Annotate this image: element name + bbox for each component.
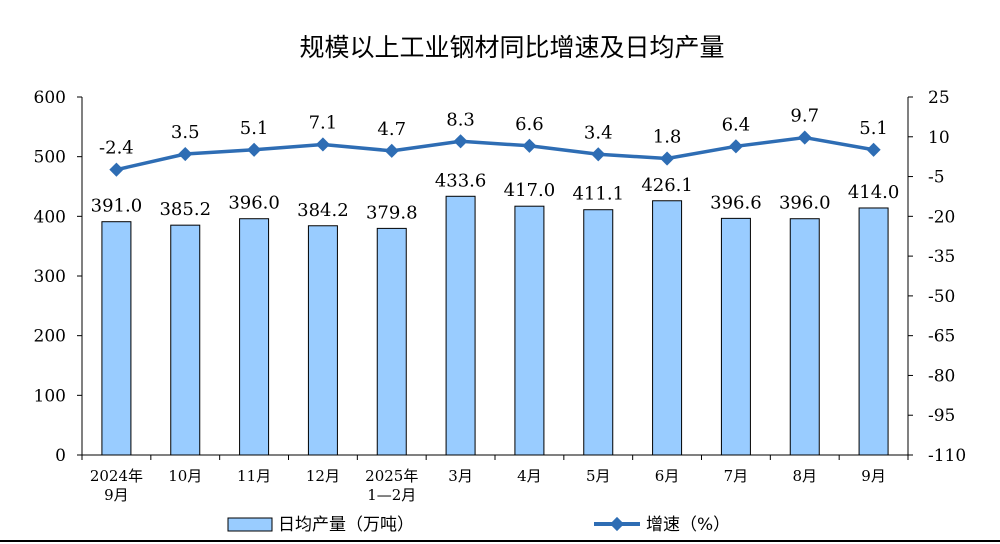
bar-value-labels: 391.0 385.2 396.0 384.2 379.8 433.6 417.0 411.1…	[91, 170, 900, 223]
bar	[720, 217, 751, 456]
right-axis-tick-label: -110	[928, 446, 966, 466]
line-series	[109, 130, 881, 177]
line-point	[247, 142, 262, 157]
category-label: 2025年	[365, 467, 418, 485]
line-point	[384, 143, 399, 158]
bar-value-label: 414.0	[848, 182, 900, 203]
line-point	[728, 139, 743, 154]
line-point	[660, 151, 675, 166]
bar-value-label: 426.1	[641, 175, 693, 196]
line-point	[591, 147, 606, 162]
chart-title: 规模以上工业钢材同比增速及日均产量	[299, 33, 724, 62]
axes: 0 100 200 300 400 500 600 -110 -95 -80 -65 -50 -35 -2…	[34, 88, 967, 466]
bar-value-label: 384.2	[297, 200, 349, 221]
line-value-label: 6.4	[722, 114, 751, 135]
line-point	[178, 146, 193, 162]
line-value-label: 5.1	[859, 118, 888, 139]
line-point	[109, 162, 124, 177]
category-label: 6月	[655, 467, 680, 485]
bar	[101, 221, 132, 456]
category-label: 12月	[306, 467, 340, 485]
growth-line	[116, 135, 874, 172]
right-axis-tick-label: -20	[928, 207, 955, 227]
bar-series	[101, 195, 889, 456]
bar	[514, 205, 545, 456]
line-point	[797, 130, 812, 145]
legend: 日均产量（万吨） 增速（%）	[227, 515, 730, 535]
category-label: 10月	[168, 467, 202, 485]
bar-value-label: 396.0	[228, 193, 280, 214]
legend-line-label: 增速（%）	[646, 515, 730, 535]
right-axis-tick-label: 25	[928, 88, 950, 108]
category-label: 3月	[448, 467, 473, 485]
category-label: 9月	[104, 486, 129, 504]
line-value-label: 3.4	[584, 122, 613, 143]
line-point	[866, 142, 881, 157]
line-value-label: 3.5	[171, 122, 200, 143]
bar	[583, 209, 614, 456]
line-value-label: 7.1	[309, 112, 338, 133]
category-label: 5月	[586, 467, 611, 485]
bar	[652, 200, 683, 456]
bar	[858, 207, 889, 456]
line-value-label: 1.8	[653, 127, 682, 148]
bar-value-label: 396.6	[710, 192, 762, 213]
left-axis-tick-label: 300	[34, 267, 66, 287]
line-value-label: 8.3	[446, 109, 475, 130]
left-axis-tick-label: 200	[34, 327, 66, 347]
bar-value-label: 417.0	[504, 180, 556, 201]
bar-value-label: 433.6	[435, 170, 487, 191]
line-value-label: 9.7	[790, 106, 819, 127]
right-axis-tick-label: -35	[928, 247, 955, 267]
legend-line-marker	[609, 516, 625, 532]
left-axis-tick-label: 600	[34, 88, 66, 108]
bar	[445, 195, 476, 456]
bar	[376, 227, 407, 456]
category-label: 9月	[861, 467, 886, 485]
bar	[170, 224, 201, 456]
right-axis-tick-label: -50	[928, 287, 955, 307]
bar	[789, 218, 820, 456]
legend-bar-swatch	[227, 517, 273, 532]
line-value-label: 6.6	[515, 114, 544, 135]
category-label: 7月	[724, 467, 749, 485]
bar	[239, 218, 270, 456]
category-label: 1—2月	[367, 486, 416, 504]
line-value-label: -2.4	[99, 138, 134, 159]
left-axis-tick-label: 100	[34, 386, 66, 406]
right-axis-tick-label: -80	[928, 366, 955, 386]
bar	[307, 225, 338, 456]
bar-value-label: 411.1	[572, 184, 624, 205]
right-axis-tick-label: 10	[928, 128, 950, 148]
right-axis-tick-label: -65	[928, 327, 955, 347]
left-axis-tick-label: 400	[34, 207, 66, 227]
line-point	[453, 134, 468, 149]
legend-bar-label: 日均产量（万吨）	[278, 515, 414, 535]
right-axis-tick-label: -95	[928, 406, 955, 426]
line-point	[315, 137, 330, 152]
line-point	[522, 138, 537, 153]
left-axis-tick-label: 0	[55, 446, 66, 466]
bar-value-label: 379.8	[366, 202, 418, 223]
right-axis-tick-label: -5	[928, 168, 945, 188]
category-label: 8月	[792, 467, 817, 485]
left-axis-tick-label: 500	[34, 148, 66, 168]
bar-value-label: 391.0	[91, 196, 143, 217]
line-value-label: 5.1	[240, 118, 269, 139]
line-value-label: 4.7	[377, 119, 406, 140]
line-value-labels: -2.4 3.5 5.1 7.1 4.7 8.3 6.6 3.4 1.8 6.4 9.7 5.1	[99, 106, 888, 159]
category-label: 2024年	[90, 467, 143, 485]
bar-value-label: 396.0	[779, 193, 831, 214]
category-label: 11月	[237, 467, 271, 485]
bar-value-label: 385.2	[159, 199, 211, 220]
category-label: 4月	[517, 467, 542, 485]
